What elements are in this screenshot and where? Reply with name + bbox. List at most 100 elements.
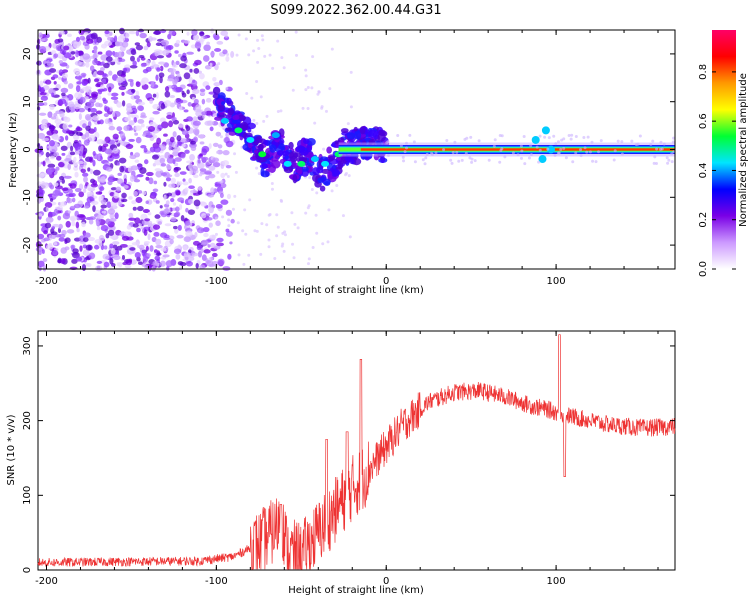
- spectrogram-cell: [65, 135, 69, 141]
- spectrogram-cell: [511, 151, 515, 155]
- snr-panel: -200 -100 0 100 0 100 200 300 Height of straig…: [6, 330, 676, 596]
- spectrogram-cell: [133, 95, 140, 100]
- spectrogram-cell: [130, 49, 137, 56]
- spectrogram-cell: [63, 45, 70, 51]
- spectrogram-cell: [399, 144, 403, 148]
- spectrogram-cell: [121, 235, 130, 241]
- spectrogram-cell: [90, 32, 98, 40]
- spectrogram-cell: [529, 153, 533, 157]
- spectrogram-cell: [255, 135, 263, 144]
- spectrogram-cell: [281, 242, 285, 246]
- spectrogram-cell: [63, 116, 71, 123]
- spectrogram-cell: [73, 203, 81, 209]
- spectrogram-cell: [320, 106, 324, 110]
- spectrogram-marks: [34, 27, 676, 272]
- spectrogram-cell: [503, 155, 507, 159]
- spectrogram-cell: [45, 151, 50, 158]
- spectrogram-cell: [143, 229, 148, 236]
- spectrogram-cell: [237, 33, 241, 37]
- spectrogram-cell: [67, 45, 74, 52]
- spectrogram-cell: [217, 104, 225, 112]
- spectrogram-cell: [317, 90, 321, 94]
- spectrogram-cell: [201, 254, 207, 261]
- spectrogram-cell: [442, 148, 446, 152]
- spectrogram-cell: [135, 196, 143, 204]
- spectrogram-x-label: Height of straight line (km): [288, 285, 424, 296]
- spectrogram-cell: [89, 156, 94, 163]
- spectrogram-cell: [58, 176, 65, 181]
- spectrogram-cell: [386, 140, 390, 144]
- spectrogram-cell: [191, 165, 198, 172]
- spectrogram-cell: [564, 156, 568, 160]
- spectrogram-cell: [130, 55, 135, 62]
- spectrogram-cell: [155, 74, 159, 81]
- spectrogram-cell: [193, 174, 199, 178]
- spectrogram-cell: [131, 107, 138, 115]
- spectrogram-cell: [93, 78, 100, 83]
- spectrogram-cell: [136, 57, 141, 63]
- spectrogram-cell: [200, 248, 204, 254]
- spectrogram-cell: [255, 122, 259, 126]
- spectrogram-cell: [465, 136, 469, 140]
- spectrogram-cell: [212, 76, 217, 82]
- spectrogram-cell: [186, 89, 190, 95]
- spectrogram-cell: [92, 151, 96, 157]
- spectrogram-cell: [166, 192, 173, 197]
- spectrogram-cell: [142, 68, 149, 74]
- spectrogram-cell: [247, 127, 252, 133]
- spectrogram-cell: [327, 208, 331, 212]
- spectrogram-cell: [280, 56, 284, 60]
- spectrogram-cell: [84, 96, 89, 100]
- spectrogram-cell: [132, 60, 137, 67]
- spectrogram-cell: [160, 103, 166, 110]
- spectrogram-cell: [223, 35, 230, 41]
- spectrogram-cell: [112, 255, 121, 261]
- spectrogram-cell: [268, 213, 272, 217]
- spectrogram-cell: [70, 216, 76, 222]
- spectrogram-cell: [153, 30, 161, 35]
- spectrogram-cell: [116, 126, 123, 132]
- spectrogram-cell: [421, 158, 425, 162]
- spectrogram-cell: [150, 81, 155, 88]
- spectrogram-cell: [135, 44, 144, 51]
- spectrogram-cell: [255, 166, 259, 170]
- spectrogram-cell: [152, 110, 160, 115]
- spectrogram-cell: [96, 260, 103, 265]
- spectrogram-cell: [45, 216, 54, 223]
- spectrogram-cell: [269, 144, 277, 153]
- spectrogram-cell: [659, 140, 663, 144]
- spectrogram-cell: [163, 133, 168, 137]
- spectrogram-cell: [326, 146, 332, 154]
- spectrogram-cell: [570, 133, 574, 137]
- spectrogram-cell: [108, 70, 113, 76]
- spectrogram-cell: [288, 141, 294, 150]
- spectrogram-cell: [291, 88, 295, 92]
- spectrogram-cell: [170, 177, 176, 184]
- spectrogram-cell: [320, 156, 328, 161]
- spectrogram-cell: [128, 217, 137, 221]
- spectrogram-cell: [189, 68, 193, 73]
- spectrogram-cell: [312, 167, 321, 176]
- spectrogram-cell: [83, 188, 87, 194]
- spectrogram-cell: [377, 132, 386, 142]
- spectrogram-cell: [91, 93, 98, 100]
- spectrogram-cell: [166, 78, 175, 82]
- spectrogram-cell: [140, 144, 147, 149]
- spectrogram-cell: [132, 223, 139, 228]
- spectrogram-cell: [100, 199, 107, 205]
- spectrogram-cell: [233, 194, 237, 198]
- spectrogram-cell: [289, 155, 298, 162]
- spectrogram-cell: [182, 178, 186, 182]
- spectrogram-cell: [78, 75, 82, 82]
- spectrogram-cell: [216, 40, 224, 45]
- x-tick-label: 0: [383, 276, 389, 287]
- spectrogram-cell: [282, 66, 286, 70]
- spectrogram-cell: [52, 249, 58, 256]
- spectrogram-cell: [586, 135, 590, 139]
- spectrogram-cell: [76, 228, 80, 233]
- spectrogram-cell: [208, 143, 212, 149]
- spectrogram-cell: [68, 124, 73, 128]
- spectrogram-cell: [124, 264, 132, 269]
- spectrogram-cell: [557, 151, 561, 155]
- spectrogram-cell: [136, 174, 144, 178]
